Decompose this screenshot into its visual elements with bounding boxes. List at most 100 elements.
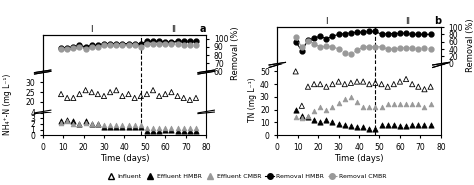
- Point: [162, 126, 169, 129]
- Point: [359, 126, 367, 129]
- Point: [390, 103, 398, 106]
- Point: [57, 121, 65, 124]
- Point: [76, 122, 83, 125]
- Point: [378, 83, 385, 86]
- Point: [118, 95, 126, 97]
- Point: [322, 118, 330, 121]
- Point: [365, 83, 373, 86]
- Point: [328, 83, 336, 86]
- Point: [341, 83, 348, 86]
- Point: [118, 124, 126, 127]
- Point: [100, 95, 108, 97]
- Point: [298, 104, 306, 107]
- Point: [304, 115, 312, 117]
- Point: [88, 91, 95, 94]
- Point: [409, 103, 416, 106]
- Point: [310, 109, 318, 112]
- Point: [106, 91, 114, 94]
- Point: [180, 127, 188, 130]
- Point: [155, 127, 163, 130]
- Y-axis label: Removal (%): Removal (%): [231, 26, 240, 80]
- Point: [64, 96, 71, 99]
- Point: [112, 124, 120, 127]
- Point: [298, 117, 306, 120]
- Point: [82, 89, 90, 92]
- Point: [106, 125, 114, 128]
- Point: [82, 120, 90, 123]
- Point: [94, 92, 101, 95]
- Point: [70, 96, 77, 99]
- Point: [64, 118, 71, 121]
- Point: [304, 116, 312, 119]
- Point: [317, 121, 324, 124]
- Point: [341, 98, 348, 101]
- Point: [137, 124, 145, 127]
- Point: [310, 118, 318, 121]
- Point: [328, 106, 336, 109]
- Point: [322, 108, 330, 111]
- Point: [64, 120, 71, 123]
- Point: [384, 85, 392, 88]
- Point: [131, 124, 138, 127]
- Point: [131, 96, 138, 99]
- Point: [174, 95, 182, 97]
- Point: [396, 103, 404, 106]
- Point: [396, 80, 404, 83]
- Point: [328, 121, 336, 124]
- Point: [168, 91, 175, 94]
- Point: [162, 92, 169, 95]
- Point: [137, 95, 145, 97]
- Point: [310, 83, 318, 86]
- Point: [88, 122, 95, 125]
- Point: [180, 96, 188, 99]
- Point: [149, 129, 157, 132]
- Point: [100, 125, 108, 128]
- Text: NH₄⁺-N (mg L⁻¹): NH₄⁺-N (mg L⁻¹): [3, 74, 11, 135]
- Point: [384, 103, 392, 106]
- Point: [186, 127, 193, 130]
- Point: [427, 103, 434, 106]
- Point: [137, 125, 145, 128]
- Point: [304, 85, 312, 88]
- Point: [402, 78, 410, 80]
- Point: [168, 128, 175, 131]
- Point: [125, 92, 132, 95]
- Point: [347, 81, 355, 84]
- Text: a: a: [200, 24, 206, 34]
- Legend: Influent, Effluent HMBR, Effluent CMBR, Removal HMBR, Removal CMBR: Influent, Effluent HMBR, Effluent CMBR, …: [104, 171, 389, 182]
- Point: [317, 83, 324, 86]
- Point: [365, 106, 373, 109]
- Text: I: I: [91, 25, 93, 34]
- Point: [100, 124, 108, 127]
- Point: [70, 122, 77, 125]
- Point: [359, 106, 367, 109]
- Point: [298, 115, 306, 117]
- Point: [292, 108, 300, 111]
- Point: [384, 123, 392, 126]
- Text: II: II: [406, 17, 410, 26]
- Point: [317, 106, 324, 109]
- Text: b: b: [434, 16, 441, 26]
- Point: [192, 96, 200, 99]
- Point: [82, 121, 90, 124]
- Point: [57, 92, 65, 95]
- Point: [112, 89, 120, 92]
- Point: [390, 83, 398, 86]
- Point: [409, 123, 416, 126]
- Point: [378, 106, 385, 109]
- Point: [180, 129, 188, 132]
- Point: [335, 80, 342, 83]
- Point: [402, 103, 410, 106]
- Point: [292, 116, 300, 119]
- Point: [409, 83, 416, 86]
- Point: [341, 123, 348, 126]
- Point: [118, 125, 126, 128]
- Point: [353, 126, 361, 129]
- Point: [365, 127, 373, 130]
- Point: [415, 103, 422, 106]
- Point: [353, 80, 361, 83]
- Text: II: II: [171, 25, 176, 34]
- Point: [131, 125, 138, 128]
- Point: [174, 127, 182, 130]
- Point: [155, 95, 163, 97]
